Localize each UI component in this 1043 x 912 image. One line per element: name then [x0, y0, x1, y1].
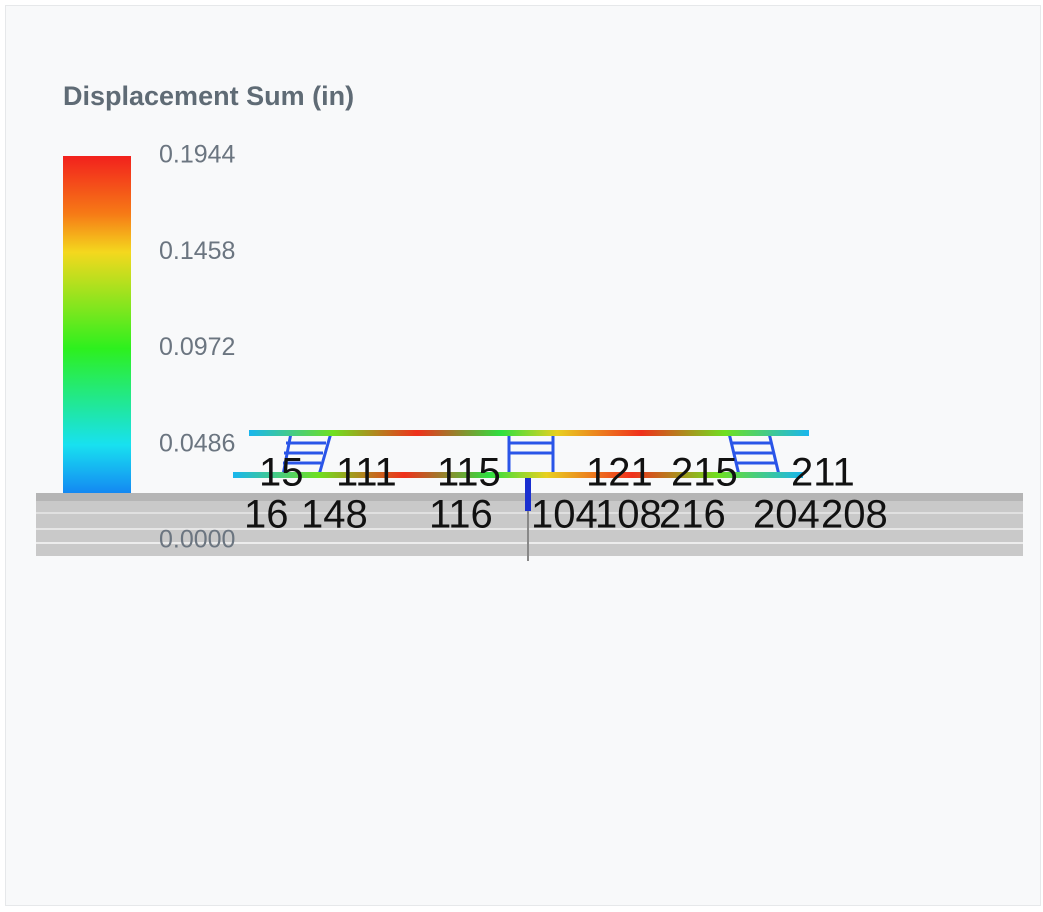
viewport: Displacement Sum (in) 0.1944 0.1458 0.0972…: [5, 5, 1041, 906]
node-label: 104: [531, 493, 598, 537]
node-label: 16: [244, 493, 289, 537]
node-label: 121: [586, 451, 653, 495]
beam-bottom: [233, 472, 803, 478]
legend-label: 0.0486: [159, 429, 235, 457]
color-bar: [63, 156, 131, 541]
node-label: 211: [791, 451, 855, 495]
node-label: 204: [753, 493, 820, 537]
beam-top: [249, 430, 809, 436]
scene: Displacement Sum (in) 0.1944 0.1458 0.0972…: [36, 81, 1023, 561]
node-label: 208: [821, 493, 888, 537]
node-label: 108: [595, 493, 662, 537]
frames: [281, 432, 781, 511]
legend-title: Displacement Sum (in): [63, 81, 354, 111]
node-label: 115: [437, 451, 501, 495]
node-label: 215: [671, 451, 738, 495]
node-label: 148: [301, 493, 368, 537]
node-label: 216: [659, 493, 726, 537]
node-label: 15: [259, 451, 304, 495]
legend-label: 0.0000: [159, 526, 235, 554]
legend-label: 0.1458: [159, 237, 235, 265]
legend-label: 0.1944: [159, 141, 236, 169]
node-label: 111: [336, 451, 397, 495]
node-label: 116: [429, 493, 493, 537]
legend-label: 0.0972: [159, 333, 235, 361]
